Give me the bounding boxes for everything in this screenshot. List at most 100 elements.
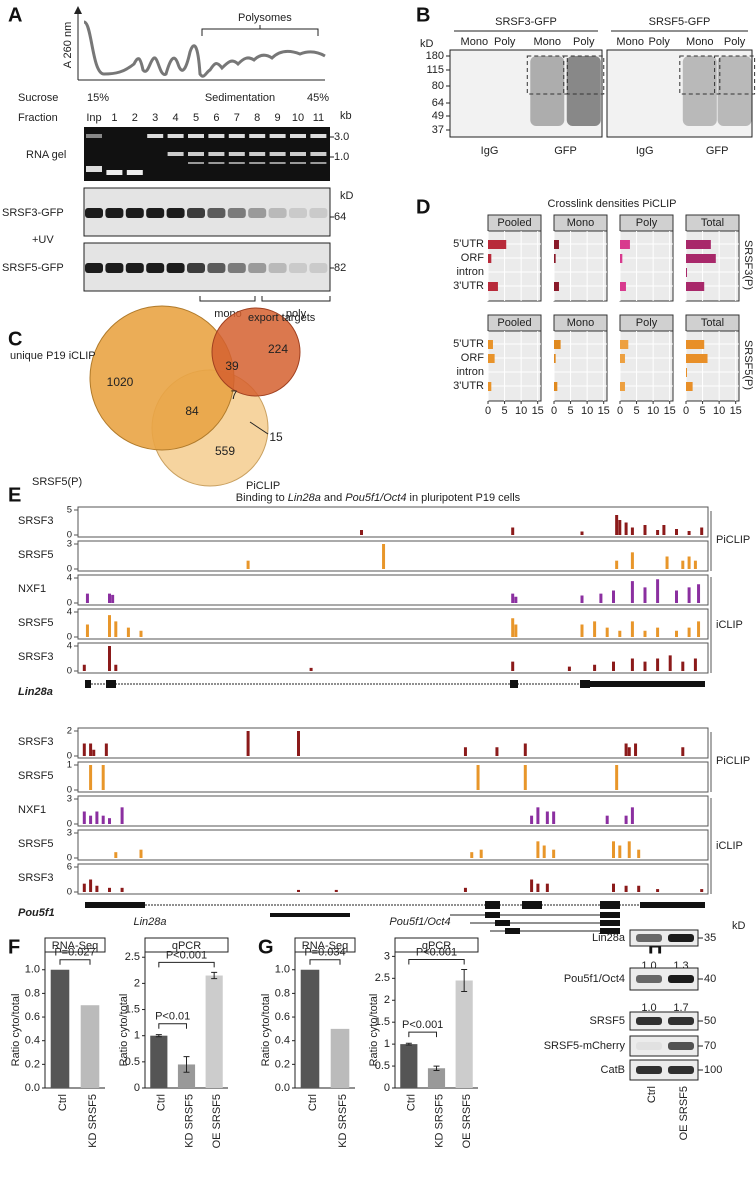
peak: [593, 621, 597, 637]
facet-label: Pooled: [497, 217, 531, 229]
peak: [120, 887, 124, 892]
band: [289, 208, 307, 218]
y-tick-label: 4: [67, 607, 72, 618]
bar: [686, 254, 716, 263]
peak: [687, 627, 691, 637]
band: [85, 208, 103, 218]
exon: [106, 680, 116, 688]
track: [77, 642, 709, 674]
blot-label: SRSF5-mCherry: [544, 1040, 626, 1052]
band: [268, 208, 287, 218]
plot-title: RNA-Seq: [52, 940, 98, 952]
peak: [545, 811, 549, 824]
band: [105, 263, 124, 273]
sig-bracket: [59, 959, 91, 965]
y-tick-label: 0.0: [275, 1082, 290, 1094]
bar: [427, 1068, 446, 1088]
blot: [83, 187, 331, 237]
dashed-box: [679, 55, 721, 95]
y-tick-label: 0: [67, 853, 72, 864]
peak: [675, 590, 678, 603]
dashed-box: [714, 55, 756, 95]
rule: [249, 421, 269, 435]
peak: [618, 520, 622, 535]
marker-label: 35: [704, 932, 716, 944]
marker-label: 64: [334, 211, 346, 223]
peak: [246, 560, 250, 569]
blot-label: SRSF5-GFP: [649, 16, 711, 28]
peak: [514, 596, 518, 603]
y-tick-label: 3: [67, 828, 72, 839]
band: [290, 134, 306, 138]
band: [166, 208, 185, 218]
band: [146, 208, 165, 218]
y-tick-label: 0.4: [25, 1035, 40, 1047]
x-tick-label: 15: [598, 405, 610, 417]
y-tick-label: 0.5: [125, 1056, 140, 1068]
y-tick-label: 3: [384, 950, 390, 962]
peak: [511, 618, 515, 637]
exon: [510, 680, 518, 688]
band: [309, 263, 328, 273]
peak: [463, 887, 467, 892]
label: +UV: [32, 234, 54, 246]
band: [309, 208, 328, 218]
peak: [681, 560, 685, 569]
marker-label: 82: [334, 262, 346, 274]
x-tick-label: 5: [634, 405, 640, 417]
set-label: unique P19 iCLIP: [10, 350, 96, 362]
label: kb: [340, 110, 352, 122]
peak: [511, 593, 515, 603]
error-bar: [405, 1042, 412, 1046]
error-bar: [155, 1034, 162, 1038]
group-label: iCLIP: [716, 619, 743, 631]
group-label: iCLIP: [716, 840, 743, 852]
x-tick-label: OE SRSF5: [211, 1094, 223, 1148]
y-tick-label: 0: [67, 564, 72, 575]
band: [106, 170, 123, 175]
exon: [600, 920, 620, 926]
lane-label: 1: [111, 112, 117, 124]
count-label: 1020: [107, 375, 134, 389]
track: [77, 761, 709, 793]
peak: [114, 621, 118, 637]
band: [188, 134, 204, 138]
peak: [656, 530, 660, 535]
p-value: P=0.034: [304, 947, 345, 959]
x-tick-label: Ctrl: [406, 1094, 418, 1111]
peak: [552, 849, 556, 858]
peak: [545, 883, 549, 892]
absorbance-trace: [83, 20, 326, 78]
track-label: SRSF5: [18, 617, 53, 629]
band: [249, 152, 266, 156]
bar: [400, 1044, 418, 1088]
x-tick-label: 10: [713, 405, 725, 417]
exon: [590, 681, 705, 687]
y-tick-label: 1: [67, 760, 72, 771]
band: [269, 162, 286, 164]
lane-label: Mono: [686, 36, 714, 48]
peak: [101, 765, 105, 790]
peak: [246, 731, 250, 756]
bar: [620, 354, 625, 363]
peak: [126, 627, 130, 637]
band: [188, 162, 204, 164]
panel-label: A: [8, 4, 22, 26]
y-tick-label: 2.5: [125, 951, 140, 963]
peak: [630, 658, 634, 671]
band: [86, 134, 102, 138]
peak: [612, 590, 615, 603]
y-tick-label: 6: [67, 862, 72, 873]
lane-label: Poly: [573, 36, 595, 48]
peak: [615, 560, 619, 569]
bar: [150, 1035, 168, 1088]
exon: [485, 912, 500, 918]
y-tick-label: 0.4: [275, 1035, 290, 1047]
title-part: Lin28a: [288, 492, 321, 504]
y-tick-label: 0: [67, 819, 72, 830]
bar: [205, 975, 223, 1088]
band: [668, 934, 694, 942]
track: [77, 727, 709, 759]
facet-label: Total: [701, 317, 724, 329]
peak: [530, 879, 534, 892]
